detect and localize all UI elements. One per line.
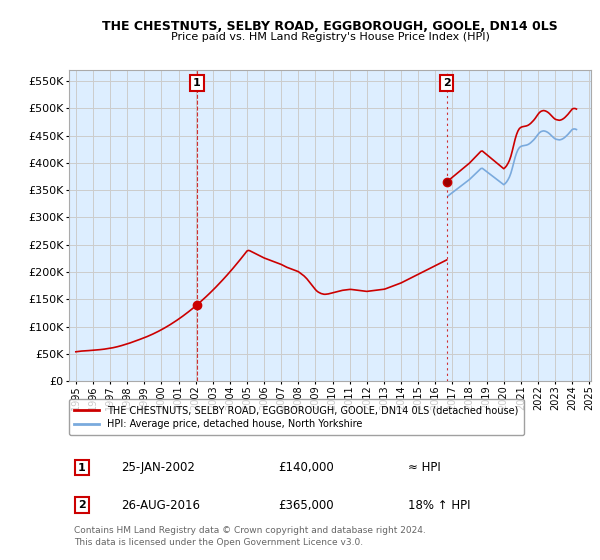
Text: 1: 1	[193, 78, 201, 88]
Text: £365,000: £365,000	[278, 498, 334, 512]
Text: Price paid vs. HM Land Registry's House Price Index (HPI): Price paid vs. HM Land Registry's House …	[170, 32, 490, 43]
Text: 18% ↑ HPI: 18% ↑ HPI	[409, 498, 471, 512]
Text: £140,000: £140,000	[278, 461, 334, 474]
Text: ≈ HPI: ≈ HPI	[409, 461, 441, 474]
Text: Contains HM Land Registry data © Crown copyright and database right 2024.
This d: Contains HM Land Registry data © Crown c…	[74, 526, 426, 547]
Text: THE CHESTNUTS, SELBY ROAD, EGGBOROUGH, GOOLE, DN14 0LS: THE CHESTNUTS, SELBY ROAD, EGGBOROUGH, G…	[102, 20, 558, 32]
Text: 1: 1	[78, 463, 86, 473]
Text: 2: 2	[443, 78, 451, 88]
Legend: THE CHESTNUTS, SELBY ROAD, EGGBOROUGH, GOOLE, DN14 0LS (detached house), HPI: Av: THE CHESTNUTS, SELBY ROAD, EGGBOROUGH, G…	[68, 399, 524, 435]
Text: 26-AUG-2016: 26-AUG-2016	[121, 498, 200, 512]
Text: 2: 2	[78, 500, 86, 510]
Text: 25-JAN-2002: 25-JAN-2002	[121, 461, 195, 474]
